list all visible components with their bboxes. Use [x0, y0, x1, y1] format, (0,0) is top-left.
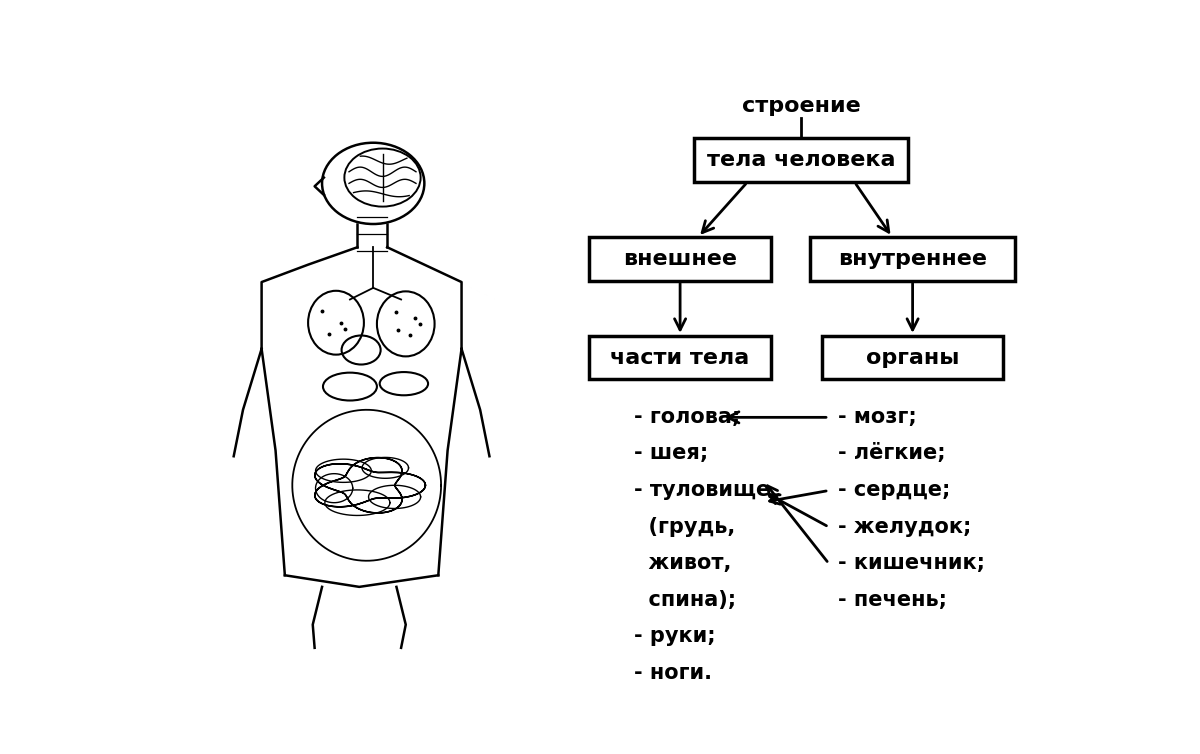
- Text: - туловище: - туловище: [634, 480, 770, 500]
- Text: тела человека: тела человека: [707, 150, 895, 170]
- Text: - печень;: - печень;: [839, 590, 947, 610]
- FancyBboxPatch shape: [810, 237, 1015, 280]
- Text: внутреннее: внутреннее: [838, 249, 988, 269]
- Text: части тела: части тела: [611, 348, 750, 367]
- Text: строение: строение: [742, 97, 860, 116]
- FancyBboxPatch shape: [694, 139, 908, 182]
- Text: - шея;: - шея;: [634, 443, 708, 464]
- Text: - мозг;: - мозг;: [839, 407, 917, 427]
- Text: спина);: спина);: [634, 590, 736, 610]
- Text: живот,: живот,: [634, 553, 731, 573]
- Text: - кишечник;: - кишечник;: [839, 553, 985, 573]
- Text: (грудь,: (грудь,: [634, 516, 734, 537]
- Text: - голова;: - голова;: [634, 407, 740, 427]
- Text: - лёгкие;: - лёгкие;: [839, 443, 946, 464]
- FancyBboxPatch shape: [822, 336, 1003, 379]
- Text: - ноги.: - ноги.: [634, 663, 712, 683]
- Text: - желудок;: - желудок;: [839, 516, 972, 537]
- Text: органы: органы: [866, 348, 959, 367]
- Text: - руки;: - руки;: [634, 627, 715, 646]
- Text: внешнее: внешнее: [623, 249, 737, 269]
- FancyBboxPatch shape: [589, 336, 770, 379]
- FancyBboxPatch shape: [589, 237, 770, 280]
- Text: - сердце;: - сердце;: [839, 480, 950, 500]
